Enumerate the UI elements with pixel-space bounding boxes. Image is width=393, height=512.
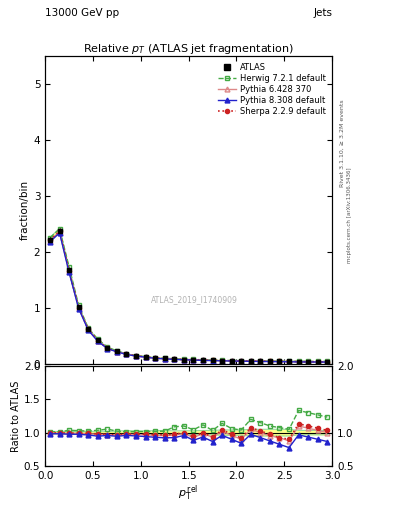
Text: mcplots.cern.ch [arXiv:1306.3436]: mcplots.cern.ch [arXiv:1306.3436] (347, 167, 352, 263)
Y-axis label: fraction/bin: fraction/bin (20, 180, 29, 240)
Text: Jets: Jets (313, 8, 332, 18)
X-axis label: $p_{\rm T}^{\rm \,rel}$: $p_{\rm T}^{\rm \,rel}$ (178, 483, 199, 503)
Text: 13000 GeV pp: 13000 GeV pp (45, 8, 119, 18)
Legend: ATLAS, Herwig 7.2.1 default, Pythia 6.428 370, Pythia 8.308 default, Sherpa 2.2.: ATLAS, Herwig 7.2.1 default, Pythia 6.42… (215, 60, 328, 119)
Text: ATLAS_2019_I1740909: ATLAS_2019_I1740909 (151, 295, 238, 304)
Title: Relative $p_T$ (ATLAS jet fragmentation): Relative $p_T$ (ATLAS jet fragmentation) (83, 42, 294, 56)
Y-axis label: Ratio to ATLAS: Ratio to ATLAS (11, 380, 21, 452)
Text: Rivet 3.1.10, ≥ 3.2M events: Rivet 3.1.10, ≥ 3.2M events (340, 99, 345, 187)
